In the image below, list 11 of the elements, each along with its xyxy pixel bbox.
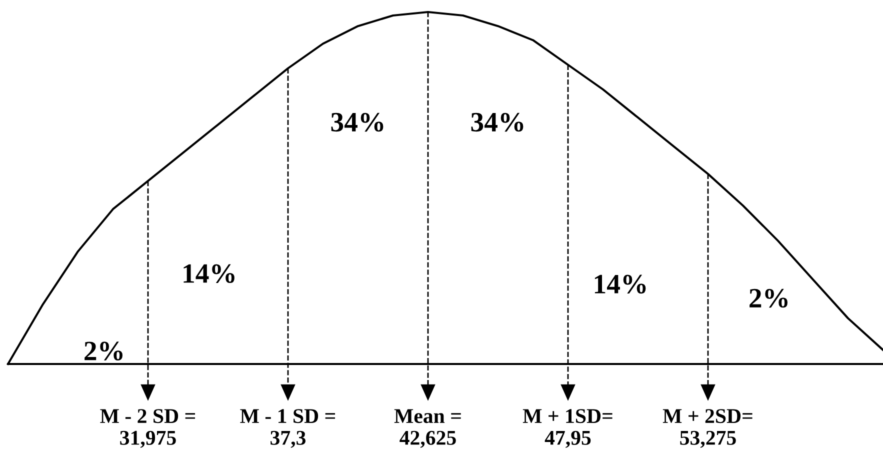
x-tick-label: M + 2SD= 53,275 <box>662 409 752 448</box>
annotation: 2% <box>84 342 122 360</box>
annotation: 34% <box>331 112 384 132</box>
x-tick-label: Mean = 42,625 <box>394 409 461 448</box>
x-tick-label: M + 1SD= 47,95 <box>522 409 612 448</box>
annotation: 14% <box>184 264 234 284</box>
annotation: 34% <box>471 112 524 132</box>
x-tick-label: M - 1 SD = 37,3 <box>240 409 336 448</box>
annotation: 14% <box>594 274 646 294</box>
x-tick-label: M - 2 SD = 31,975 <box>100 409 196 448</box>
annotation: 2% <box>750 288 788 308</box>
